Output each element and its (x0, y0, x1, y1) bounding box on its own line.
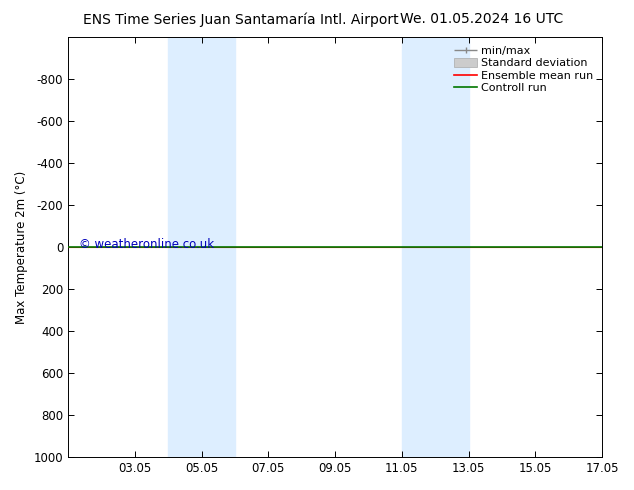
Bar (168, 37, 202, 457)
Text: © weatheronline.co.uk: © weatheronline.co.uk (79, 239, 214, 251)
Bar (202, 37, 235, 457)
Y-axis label: Max Temperature 2m (°C): Max Temperature 2m (°C) (15, 171, 28, 324)
Bar (402, 37, 436, 457)
Text: We. 01.05.2024 16 UTC: We. 01.05.2024 16 UTC (400, 12, 564, 26)
Legend: min/max, Standard deviation, Ensemble mean run, Controll run: min/max, Standard deviation, Ensemble me… (451, 43, 597, 97)
Text: ENS Time Series Juan Santamaría Intl. Airport: ENS Time Series Juan Santamaría Intl. Ai… (83, 12, 399, 27)
Bar (436, 37, 469, 457)
